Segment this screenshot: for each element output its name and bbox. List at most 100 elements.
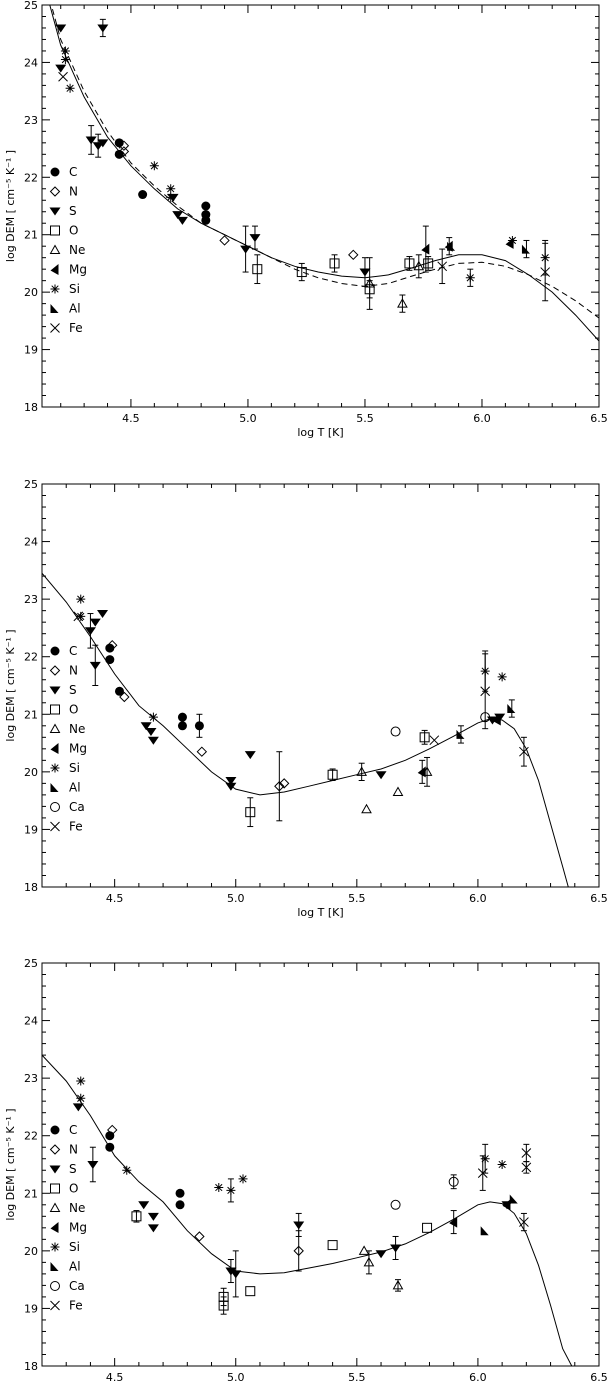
legend-marker-o bbox=[50, 704, 60, 715]
legend-label-si: Si bbox=[69, 761, 80, 775]
point-s bbox=[240, 245, 252, 254]
point-s bbox=[225, 776, 237, 785]
point-fe bbox=[519, 1217, 529, 1227]
plot-frame bbox=[41, 483, 600, 888]
legend-marker-n bbox=[49, 186, 61, 197]
point-si bbox=[76, 611, 86, 621]
legend-marker-si bbox=[50, 763, 60, 773]
x-tick-label: 5.5 bbox=[356, 412, 374, 425]
y-tick-label: 18 bbox=[24, 881, 38, 894]
point-c bbox=[201, 215, 211, 225]
legend-marker-al bbox=[50, 304, 59, 313]
point-al bbox=[509, 1194, 518, 1204]
y-tick-label: 24 bbox=[24, 56, 38, 69]
point-si bbox=[149, 161, 159, 171]
point-fe bbox=[429, 735, 440, 746]
point-c bbox=[105, 643, 115, 653]
point-ne bbox=[356, 766, 368, 776]
point-s bbox=[138, 1201, 150, 1210]
point-mg bbox=[492, 714, 501, 726]
point-c bbox=[105, 1131, 115, 1141]
point-fe bbox=[58, 71, 68, 82]
point-fe bbox=[519, 746, 529, 757]
point-s bbox=[249, 234, 261, 243]
plot-frame bbox=[41, 962, 600, 1367]
y-tick-label: 20 bbox=[24, 1245, 38, 1258]
y-tick-label: 22 bbox=[24, 651, 38, 664]
legend-marker-s bbox=[49, 686, 61, 695]
legend-label-fe: Fe bbox=[69, 1299, 83, 1313]
legend-label-ne: Ne bbox=[69, 243, 85, 257]
x-tick-label: 6.5 bbox=[590, 1371, 608, 1384]
legend-label-ne: Ne bbox=[69, 722, 85, 736]
dem-curve-solid bbox=[49, 5, 599, 342]
data-points bbox=[55, 18, 551, 313]
legend-marker-ca bbox=[50, 1281, 60, 1291]
point-s bbox=[89, 618, 101, 627]
legend-marker-ne bbox=[49, 723, 61, 733]
point-n bbox=[118, 140, 130, 151]
point-al bbox=[447, 241, 456, 251]
point-n bbox=[194, 1231, 205, 1242]
dem-curve-solid bbox=[42, 572, 569, 887]
point-si bbox=[122, 1165, 132, 1175]
legend-marker-fe bbox=[50, 1300, 60, 1311]
point-si bbox=[76, 1093, 86, 1103]
point-o bbox=[245, 807, 256, 818]
point-si bbox=[497, 1160, 507, 1169]
point-o bbox=[252, 264, 263, 275]
legend-marker-n bbox=[49, 1144, 61, 1155]
model-curves bbox=[42, 1054, 573, 1366]
point-si bbox=[76, 1076, 86, 1086]
point-s bbox=[147, 1212, 159, 1221]
point-ne bbox=[413, 260, 425, 271]
point-s bbox=[84, 627, 96, 636]
point-si bbox=[60, 46, 70, 56]
point-si bbox=[65, 83, 75, 93]
point-ca bbox=[448, 1176, 459, 1187]
point-fe bbox=[521, 1148, 532, 1158]
point-o bbox=[245, 1286, 256, 1297]
point-al bbox=[456, 729, 465, 739]
legend-label-si: Si bbox=[69, 1240, 80, 1254]
legend-marker-si bbox=[50, 284, 60, 294]
point-si bbox=[507, 235, 517, 245]
point-s bbox=[97, 139, 109, 148]
legend-label-mg: Mg bbox=[69, 742, 87, 756]
x-tick-label: 5.5 bbox=[348, 892, 366, 905]
point-c bbox=[177, 721, 187, 731]
point-s bbox=[390, 1244, 402, 1253]
point-ca bbox=[390, 1199, 401, 1210]
point-o bbox=[218, 1300, 229, 1311]
legend-label-o: O bbox=[69, 1182, 78, 1196]
x-tick-label: 6.0 bbox=[469, 892, 487, 905]
point-n bbox=[293, 1245, 304, 1257]
point-s bbox=[225, 1267, 237, 1276]
y-tick-label: 25 bbox=[24, 0, 38, 12]
point-mg bbox=[421, 243, 430, 255]
x-tick-label: 4.5 bbox=[106, 892, 124, 905]
y-axis-label: log DEM [ cm⁻⁵ K⁻¹ ] bbox=[4, 629, 17, 741]
y-tick-label: 19 bbox=[24, 1302, 38, 1315]
y-tick-label: 24 bbox=[24, 536, 38, 549]
legend-label-al: Al bbox=[69, 302, 81, 316]
legend-label-ca: Ca bbox=[69, 800, 85, 814]
point-ne bbox=[397, 298, 408, 308]
point-c bbox=[138, 190, 148, 200]
point-o bbox=[296, 267, 307, 278]
legend-label-al: Al bbox=[69, 1260, 81, 1274]
legend-marker-al bbox=[50, 1262, 59, 1271]
legend-label-s: S bbox=[69, 204, 77, 218]
point-s bbox=[375, 771, 387, 780]
point-mg bbox=[449, 1216, 458, 1228]
point-o bbox=[404, 258, 415, 269]
legend-label-o: O bbox=[69, 224, 78, 238]
point-mg bbox=[417, 766, 426, 778]
point-s bbox=[244, 751, 256, 760]
y-tick-label: 23 bbox=[24, 114, 38, 127]
point-s bbox=[72, 1103, 84, 1112]
point-c bbox=[175, 1200, 185, 1210]
y-tick-label: 22 bbox=[24, 1130, 38, 1143]
